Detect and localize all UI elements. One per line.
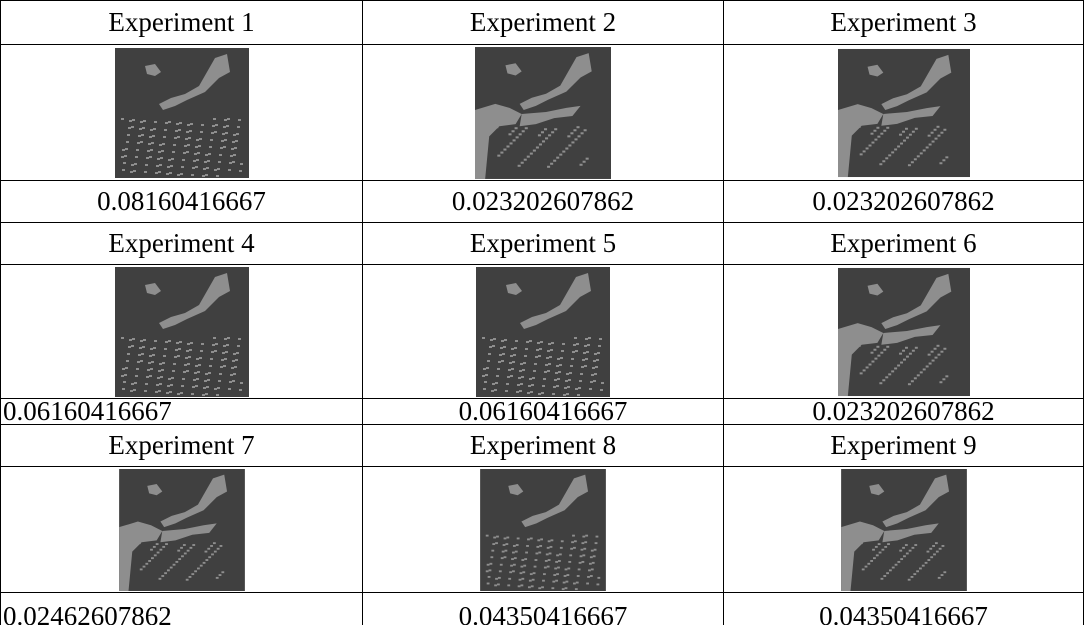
image-cell	[362, 264, 723, 398]
experiment-title: Experiment 9	[723, 424, 1084, 466]
result-image	[115, 47, 249, 179]
result-image	[475, 47, 611, 179]
result-image	[115, 267, 249, 397]
experiment-value: 0.04350416667	[362, 592, 723, 625]
experiment-value: 0.06160416667	[0, 398, 362, 424]
image-cell	[0, 466, 362, 592]
result-image	[838, 267, 970, 397]
results-table: Experiment 1 0.08160416667 Experiment 2 0.0…	[0, 0, 1088, 625]
experiment-title: Experiment 8	[362, 424, 723, 466]
result-image	[838, 47, 970, 179]
experiment-value: 0.023202607862	[362, 180, 723, 222]
experiment-value: 0.06160416667	[362, 398, 723, 424]
image-cell	[0, 44, 362, 180]
result-image	[475, 267, 611, 397]
image-cell	[362, 466, 723, 592]
result-image	[838, 469, 970, 591]
image-cell	[0, 264, 362, 398]
experiment-title: Experiment 5	[362, 222, 723, 264]
experiment-value: 0.08160416667	[0, 180, 362, 222]
experiment-value: 0.023202607862	[723, 180, 1084, 222]
experiment-title: Experiment 7	[0, 424, 362, 466]
experiment-title: Experiment 1	[0, 0, 362, 44]
experiment-title: Experiment 4	[0, 222, 362, 264]
experiment-title: Experiment 2	[362, 0, 723, 44]
result-image	[475, 469, 611, 591]
experiment-value: 0.023202607862	[723, 398, 1084, 424]
experiment-title: Experiment 6	[723, 222, 1084, 264]
image-cell	[362, 44, 723, 180]
experiment-value: 0.02462607862	[0, 592, 362, 625]
image-cell	[723, 264, 1084, 398]
image-cell	[723, 44, 1084, 180]
experiment-value: 0.04350416667	[723, 592, 1084, 625]
experiment-title: Experiment 3	[723, 0, 1084, 44]
image-cell	[723, 466, 1084, 592]
result-image	[115, 469, 249, 591]
